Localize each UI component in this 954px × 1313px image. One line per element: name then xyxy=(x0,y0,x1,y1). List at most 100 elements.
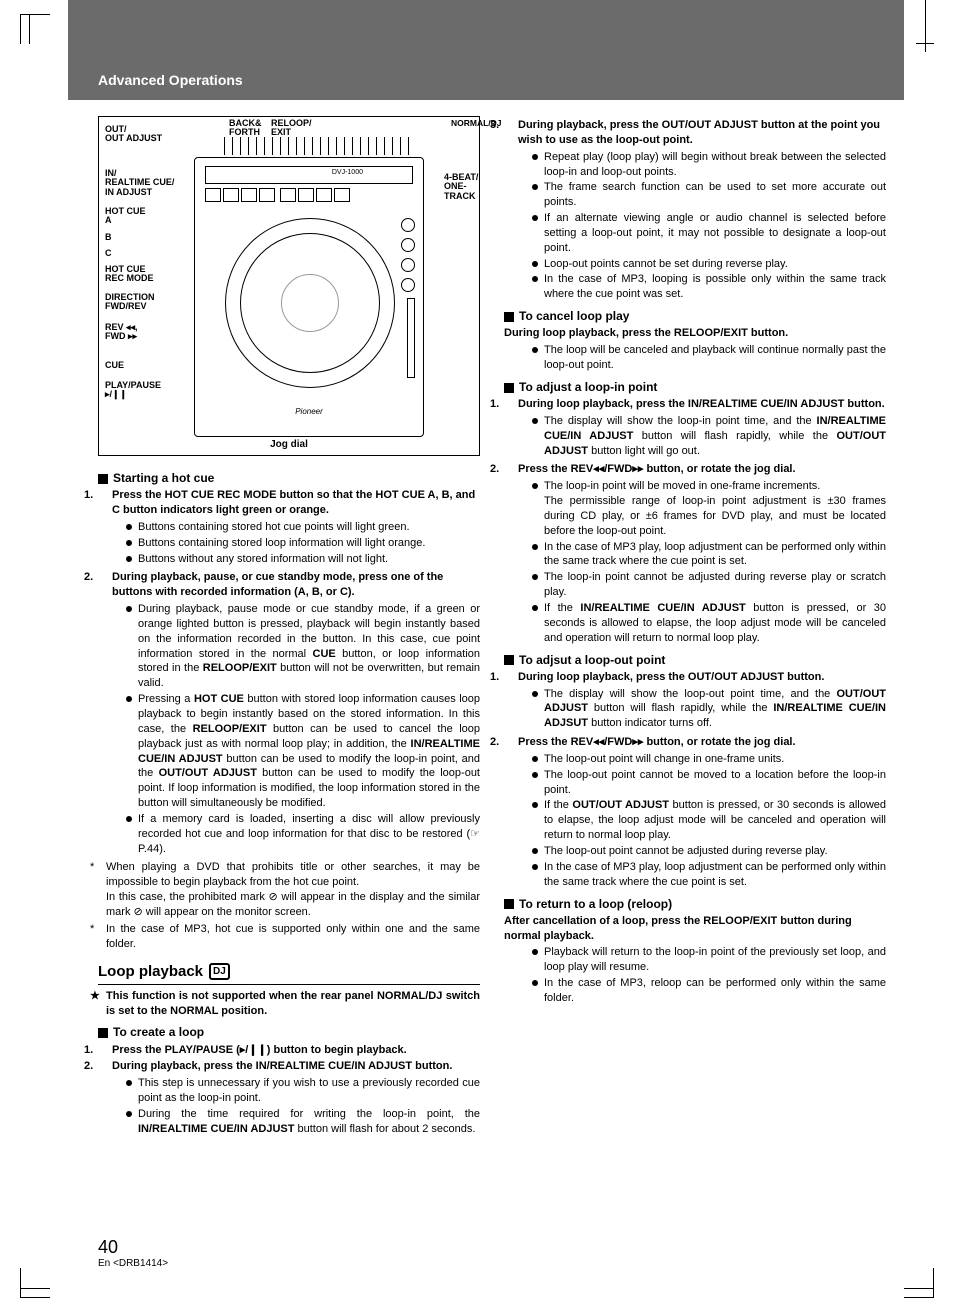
adjin-step2: 2.Press the REV◂◂/FWD▸▸ button, or rotat… xyxy=(518,462,886,477)
bullet-item: Loop-out points cannot be set during rev… xyxy=(532,257,886,272)
bullet-item: Buttons without any stored information w… xyxy=(126,552,480,567)
loop-step2-bullets: This step is unnecessary if you wish to … xyxy=(126,1076,480,1136)
dj-icon: DJ xyxy=(209,963,230,981)
bullet-item: If an alternate viewing angle or audio c… xyxy=(532,211,886,256)
header-title: Advanced Operations xyxy=(98,72,243,88)
reloop-cmd: After cancellation of a loop, press the … xyxy=(504,914,886,944)
reloop-bullets: Playback will return to the loop-in poin… xyxy=(532,945,886,1005)
bullet-item: If the OUT/OUT ADJUST button is pressed,… xyxy=(532,798,886,843)
tick-marks xyxy=(224,137,409,155)
bullet-item: In the case of MP3 play, loop adjustment… xyxy=(532,540,886,570)
bullet-item: Buttons containing stored hot cue points… xyxy=(126,520,480,535)
tempo-slider xyxy=(407,298,415,378)
heading-reloop: To return to a loop (reloop) xyxy=(504,896,886,912)
device-top-label: RELOOP/EXIT xyxy=(271,119,312,138)
device-figure: NORMAL/DJ 4-BEAT/ONE-TRACK DVJ-1000 Pion… xyxy=(98,116,480,456)
device-label: HOT CUEA xyxy=(105,207,146,226)
bullet-item: Repeat play (loop play) will begin witho… xyxy=(532,150,886,180)
bullet-item: The loop-out point will change in one-fr… xyxy=(532,752,886,767)
bullet-item: During the time required for writing the… xyxy=(126,1107,480,1137)
page-footer: 40 En <DRB1414> xyxy=(98,1237,168,1269)
adjout-s1-bullets: The display will show the loop-out point… xyxy=(532,687,886,732)
bullet-item: In the case of MP3, looping is possible … xyxy=(532,272,886,302)
cancel-bullets: The loop will be canceled and playback w… xyxy=(532,343,886,373)
page-number: 40 xyxy=(98,1237,118,1257)
bullet-item: Pressing a HOT CUE button with stored lo… xyxy=(126,692,480,811)
bullet-item: The loop-in point will be moved in one-f… xyxy=(532,479,886,538)
lbl-normal: NORMAL/DJ xyxy=(451,119,502,128)
knob-1 xyxy=(401,218,415,232)
step-1: 1.Press the HOT CUE REC MODE button so t… xyxy=(112,488,480,518)
section-loop-playback: Loop playback DJ xyxy=(98,962,480,985)
jog-wheel xyxy=(225,218,395,388)
bullet-item: Buttons containing stored loop informati… xyxy=(126,536,480,551)
loop-step-2: 2.During playback, press the IN/REALTIME… xyxy=(112,1059,480,1074)
bullet-item: During playback, pause mode or cue stand… xyxy=(126,602,480,691)
crop-mark-tl xyxy=(20,14,50,44)
doc-ref: En <DRB1414> xyxy=(98,1258,168,1269)
device-label: REV ◂◂,FWD ▸▸ xyxy=(105,323,138,342)
crop-mark-br xyxy=(904,1268,934,1298)
device-label: DIRECTIONFWD/REV xyxy=(105,293,155,312)
device-label: HOT CUEREC MODE xyxy=(105,265,154,284)
step2-bullets: During playback, pause mode or cue stand… xyxy=(126,602,480,856)
device-label: C xyxy=(105,249,112,258)
device-label: CUE xyxy=(105,361,124,370)
bullet-item: The loop will be canceled and playback w… xyxy=(532,343,886,373)
bullet-item: If a memory card is loaded, inserting a … xyxy=(126,812,480,857)
device-label: PLAY/PAUSE▸/❙❙ xyxy=(105,381,161,400)
bullet-item: The loop-in point cannot be adjusted dur… xyxy=(532,570,886,600)
device-display xyxy=(205,166,413,184)
knob-4 xyxy=(401,278,415,292)
step-2: 2.During playback, pause, or cue standby… xyxy=(112,570,480,600)
loop-warning: ★This function is not supported when the… xyxy=(106,989,480,1019)
bullet-item: The display will show the loop-out point… xyxy=(532,687,886,732)
bullet-item: If the IN/REALTIME CUE/IN ADJUST button … xyxy=(532,601,886,646)
bullet-item: In the case of MP3 play, loop adjustment… xyxy=(532,860,886,890)
page-body: NORMAL/DJ 4-BEAT/ONE-TRACK DVJ-1000 Pion… xyxy=(98,116,886,1253)
knob-3 xyxy=(401,258,415,272)
bullet-item: The display will show the loop-in point … xyxy=(532,414,886,459)
header-bar: Advanced Operations xyxy=(68,0,904,100)
bullet-item: This step is unnecessary if you wish to … xyxy=(126,1076,480,1106)
bullet-item: Playback will return to the loop-in poin… xyxy=(532,945,886,975)
jog-caption: Jog dial xyxy=(99,438,479,452)
asterisk-note: *In the case of MP3, hot cue is supporte… xyxy=(106,922,480,952)
device-label: IN/REALTIME CUE/IN ADJUST xyxy=(105,169,174,197)
adjout-step2: 2.Press the REV◂◂/FWD▸▸ button, or rotat… xyxy=(518,735,886,750)
adjout-step1: 1.During loop playback, press the OUT/OU… xyxy=(518,670,886,685)
step-3: 3.During playback, press the OUT/OUT ADJ… xyxy=(518,118,886,148)
right-column: 3.During playback, press the OUT/OUT ADJ… xyxy=(504,116,886,1253)
bullet-item: In the case of MP3, reloop can be perfor… xyxy=(532,976,886,1006)
step1-bullets: Buttons containing stored hot cue points… xyxy=(126,520,480,567)
brand-label: Pioneer xyxy=(195,407,423,418)
crop-mark-tr xyxy=(925,0,926,52)
adjin-s1-bullets: The display will show the loop-in point … xyxy=(532,414,886,459)
lbl-4beat: 4-BEAT/ONE-TRACK xyxy=(444,173,479,201)
heading-create-loop: To create a loop xyxy=(98,1024,480,1040)
device-label: OUT/OUT ADJUST xyxy=(105,125,162,144)
model-label: DVJ-1000 xyxy=(332,168,363,177)
device-label: B xyxy=(105,233,112,242)
heading-adjust-out: To adjsut a loop-out point xyxy=(504,652,886,668)
left-column: NORMAL/DJ 4-BEAT/ONE-TRACK DVJ-1000 Pion… xyxy=(98,116,480,1253)
adjin-step1: 1.During loop playback, press the IN/REA… xyxy=(518,397,886,412)
bullet-item: The frame search function can be used to… xyxy=(532,180,886,210)
asterisk-note: *When playing a DVD that prohibits title… xyxy=(106,860,480,919)
device-body: DVJ-1000 Pioneer xyxy=(194,157,424,437)
bullet-item: The loop-out point cannot be adjusted du… xyxy=(532,844,886,859)
adjin-s2-bullets: The loop-in point will be moved in one-f… xyxy=(532,479,886,645)
loop-step-1: 1.Press the PLAY/PAUSE (▸/❙❙) button to … xyxy=(112,1043,480,1058)
device-button-row xyxy=(205,188,413,210)
heading-starting-hot-cue: Starting a hot cue xyxy=(98,470,480,486)
bullet-item: The loop-out point cannot be moved to a … xyxy=(532,768,886,798)
cancel-cmd: During loop playback, press the RELOOP/E… xyxy=(504,326,886,341)
adjout-s2-bullets: The loop-out point will change in one-fr… xyxy=(532,752,886,890)
heading-adjust-in: To adjust a loop-in point xyxy=(504,379,886,395)
crop-mark-bl xyxy=(20,1268,50,1298)
device-top-label: BACK&FORTH xyxy=(229,119,262,138)
knob-2 xyxy=(401,238,415,252)
crop-mark-tr2 xyxy=(916,43,934,44)
heading-cancel-loop: To cancel loop play xyxy=(504,308,886,324)
step3-bullets: Repeat play (loop play) will begin witho… xyxy=(532,150,886,302)
